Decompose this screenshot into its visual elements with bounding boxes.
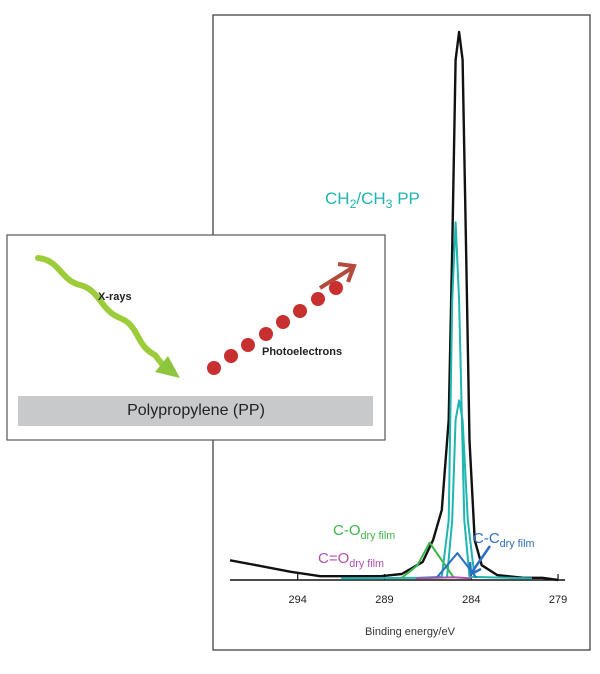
peak-label-text: C=O xyxy=(318,550,349,567)
spectrum-line xyxy=(415,576,472,580)
peak-label-subscript: dry film xyxy=(349,558,384,570)
peak-pointer xyxy=(468,545,492,576)
x-tick-label: 279 xyxy=(549,594,567,606)
xrays-label: X-rays xyxy=(98,291,132,303)
x-axis-label: Binding energy/eV xyxy=(365,626,456,638)
peak-label-text: /CH xyxy=(356,189,385,208)
xray-wave xyxy=(35,255,168,371)
inset: X-rays Photoelectrons Polypropylene (PP) xyxy=(6,234,386,441)
peak-label-subscript: dry film xyxy=(361,530,396,542)
spectrum-line xyxy=(229,30,559,582)
material-label: Polypropylene (PP) xyxy=(127,402,265,419)
peak-label-subscript: 2 xyxy=(350,197,357,211)
electrons xyxy=(207,281,343,375)
peak-label-text: C-O xyxy=(333,522,361,539)
x-tick-label: 289 xyxy=(375,594,393,606)
peak-label: C-Cdry film xyxy=(473,530,534,550)
peak-label: C=Odry film xyxy=(318,550,384,570)
peak-label-text: C-C xyxy=(473,530,500,547)
peak-label-text: PP xyxy=(392,189,419,208)
material-layer xyxy=(18,396,373,426)
peak-label-text: CH xyxy=(325,189,350,208)
photoelectrons-label: Photoelectrons xyxy=(262,346,342,358)
peak-label: C-Odry film xyxy=(333,522,395,542)
electron-arrow xyxy=(318,262,357,290)
peak-label-subscript: dry film xyxy=(500,538,535,550)
x-tick-label: 284 xyxy=(462,594,480,606)
spectrum-line xyxy=(446,399,476,578)
peak-label: CH2/CH3 PP xyxy=(325,189,420,211)
peak-label-subscript: 3 xyxy=(386,197,393,211)
xray-arrowhead xyxy=(155,356,180,378)
x-tick-label: 294 xyxy=(289,594,307,606)
